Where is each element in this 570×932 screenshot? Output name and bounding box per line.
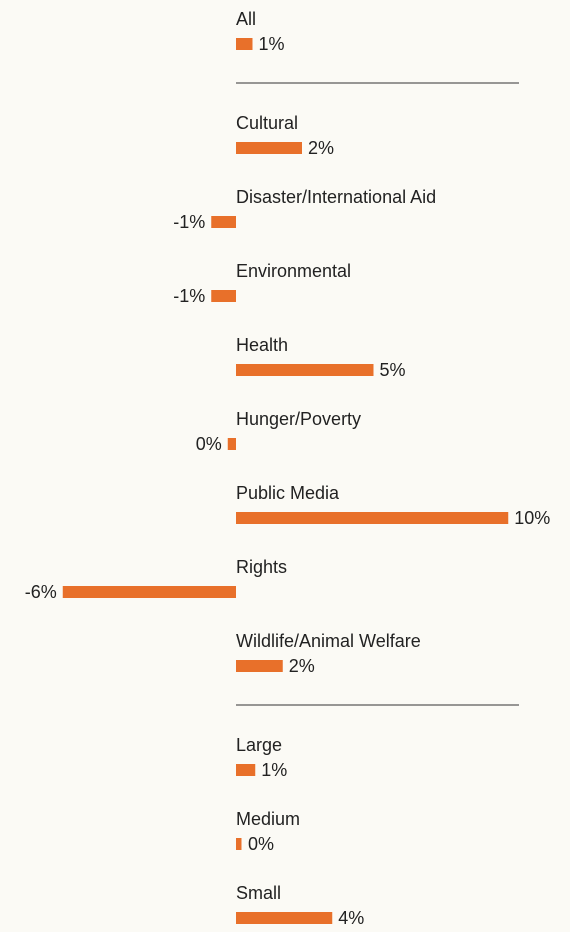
bar [236, 838, 242, 850]
bar [236, 660, 283, 672]
value-label: 1% [261, 760, 287, 780]
value-label: 2% [289, 656, 315, 676]
bar [62, 586, 236, 598]
category-label: Medium [236, 809, 300, 829]
value-label: 4% [338, 908, 364, 928]
bar [236, 912, 333, 924]
category-label: Environmental [236, 261, 351, 281]
value-label: 2% [308, 138, 334, 158]
value-label: 5% [380, 360, 406, 380]
category-label: Rights [236, 557, 287, 577]
category-label: Health [236, 335, 288, 355]
bar [236, 764, 256, 776]
category-label: Large [236, 735, 282, 755]
category-label: Hunger/Poverty [236, 409, 361, 429]
category-label: Cultural [236, 113, 298, 133]
bar [236, 38, 253, 50]
value-label: -6% [25, 582, 57, 602]
value-label: 0% [248, 834, 274, 854]
bar [227, 438, 236, 450]
bar [236, 142, 302, 154]
value-label: 1% [259, 34, 285, 54]
bar [236, 364, 374, 376]
bar [236, 512, 509, 524]
bar [211, 216, 236, 228]
value-label: 0% [196, 434, 222, 454]
value-label: 10% [514, 508, 550, 528]
category-label: Disaster/International Aid [236, 187, 436, 207]
category-label: Public Media [236, 483, 340, 503]
value-label: -1% [173, 212, 205, 232]
bar [211, 290, 236, 302]
category-label: Wildlife/Animal Welfare [236, 631, 421, 651]
category-label: Small [236, 883, 281, 903]
value-label: -1% [173, 286, 205, 306]
category-label: All [236, 9, 256, 29]
